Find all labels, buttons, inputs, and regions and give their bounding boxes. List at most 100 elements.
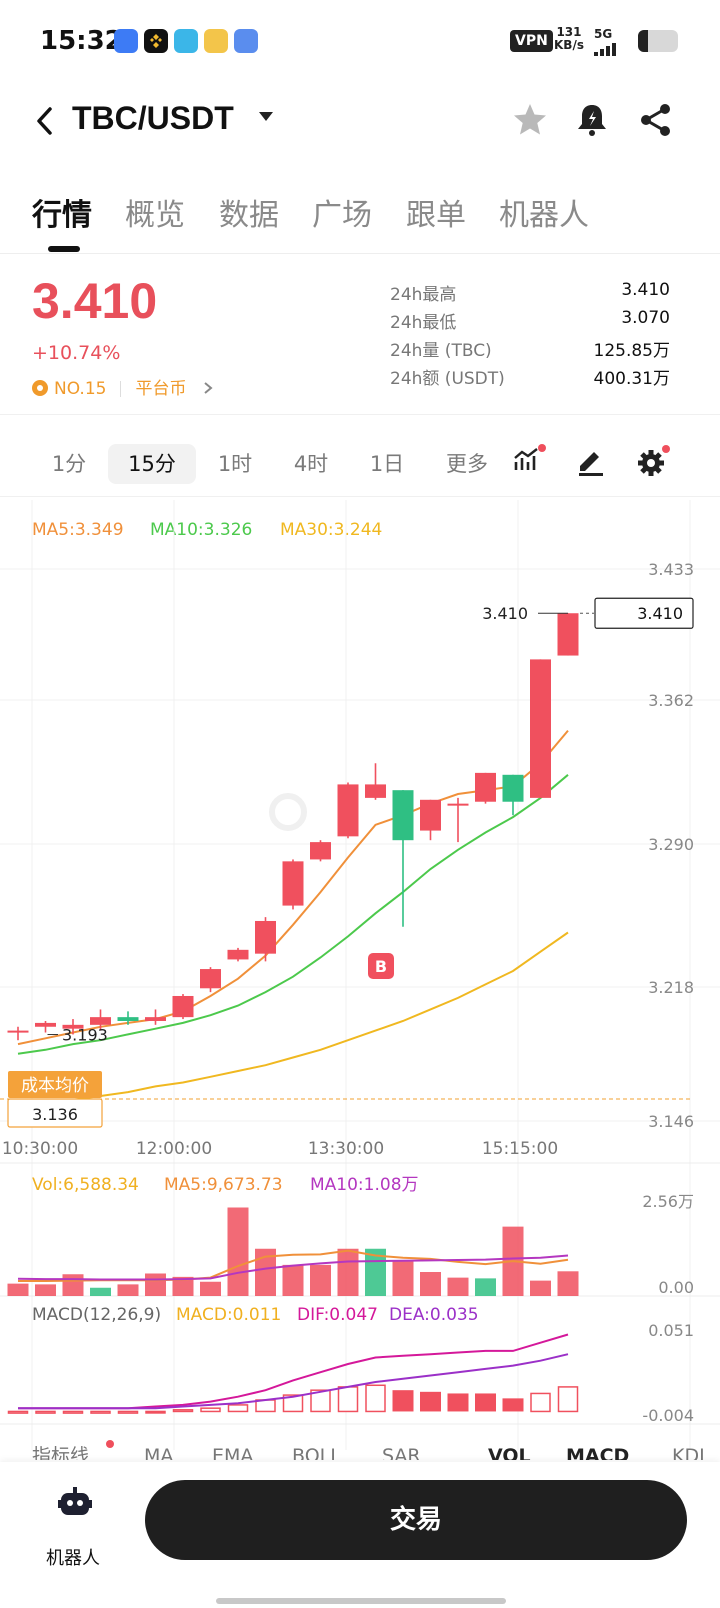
interval-4h[interactable]: 4时 bbox=[293, 452, 329, 476]
home-indicator[interactable] bbox=[216, 1598, 506, 1604]
share-icon[interactable] bbox=[636, 100, 676, 140]
signal-icon bbox=[594, 43, 616, 56]
y-tick-label: 3.433 bbox=[648, 560, 694, 579]
macd-bar bbox=[337, 1386, 359, 1413]
y-tick-label: 3.362 bbox=[648, 691, 694, 710]
macd-bar bbox=[420, 1391, 441, 1412]
stat-value-volume: 125.85万 bbox=[593, 341, 670, 361]
interval-1d[interactable]: 1日 bbox=[369, 452, 405, 476]
back-icon[interactable] bbox=[30, 104, 60, 138]
candle bbox=[392, 790, 414, 841]
battery-icon bbox=[638, 30, 678, 52]
interval-1m[interactable]: 1分 bbox=[51, 452, 87, 476]
stat-value-low: 3.070 bbox=[621, 308, 670, 328]
star-icon[interactable] bbox=[510, 100, 550, 140]
indicator-tab: 指标线 bbox=[32, 1445, 89, 1460]
status-time: 15:32 bbox=[40, 26, 123, 56]
draw-icon[interactable] bbox=[574, 444, 608, 478]
volume-bar bbox=[420, 1272, 441, 1296]
stat-label-high: 24h最高 bbox=[390, 285, 457, 305]
candle bbox=[447, 803, 469, 806]
buy-marker-text: B bbox=[375, 957, 387, 976]
dea-legend: DEA:0.035 bbox=[389, 1305, 479, 1325]
tab-data[interactable]: 数据 bbox=[219, 198, 279, 233]
candle bbox=[337, 784, 359, 837]
alert-bell-icon[interactable] bbox=[572, 100, 612, 140]
volume-bar bbox=[227, 1207, 249, 1296]
macd-bar bbox=[447, 1393, 469, 1412]
volume-bar bbox=[7, 1283, 29, 1296]
robot-label[interactable]: 机器人 bbox=[46, 1548, 100, 1569]
buy-marker bbox=[368, 953, 394, 979]
stat-value-high: 3.410 bbox=[621, 280, 670, 300]
vol-ma10-line bbox=[17, 1254, 569, 1281]
vol-ma10-legend: MA10:1.08万 bbox=[310, 1175, 419, 1195]
ma30-line bbox=[17, 931, 569, 1109]
macd-bar bbox=[530, 1392, 551, 1413]
cost-value: 3.136 bbox=[32, 1105, 78, 1124]
vpn-badge: VPN bbox=[510, 30, 553, 52]
trade-button[interactable]: 交易 bbox=[145, 1480, 687, 1560]
macd-bar bbox=[117, 1410, 139, 1414]
status-bar: 15:32 VPN 131 KB/s 5G bbox=[0, 0, 720, 84]
macd-bar bbox=[62, 1410, 84, 1414]
candle bbox=[200, 969, 221, 989]
bottom-bar: 机器人 交易 bbox=[0, 1462, 720, 1608]
tab-square[interactable]: 广场 bbox=[312, 198, 372, 233]
binance-app-icon bbox=[144, 29, 168, 53]
pair-title[interactable]: TBC/USDT bbox=[72, 100, 234, 136]
app-icon bbox=[174, 29, 198, 53]
robot-icon[interactable] bbox=[58, 1486, 92, 1520]
indicator-tab: MACD bbox=[566, 1445, 629, 1460]
macd-bar bbox=[227, 1404, 249, 1413]
rank-row[interactable]: NO.15 平台币 bbox=[32, 374, 214, 399]
indicator-tab: VOL bbox=[488, 1445, 531, 1460]
macd-bar bbox=[365, 1384, 386, 1413]
tab-overview[interactable]: 概览 bbox=[125, 198, 185, 233]
x-tick-label: 15:15:00 bbox=[482, 1139, 558, 1159]
candle bbox=[227, 949, 249, 960]
indicator-tab: SAR bbox=[382, 1445, 421, 1460]
interval-15m[interactable]: 15分 bbox=[108, 444, 196, 484]
macd-tick-label: -0.004 bbox=[642, 1406, 694, 1425]
volume-bar bbox=[392, 1261, 414, 1296]
macd-bar bbox=[392, 1390, 414, 1412]
rank-divider bbox=[120, 381, 122, 397]
watermark-logo bbox=[269, 793, 307, 831]
stat-label-amount: 24h额 (USDT) bbox=[390, 369, 505, 389]
last-price-tag bbox=[594, 597, 694, 629]
macd-bar bbox=[7, 1410, 29, 1414]
dea-line bbox=[18, 1353, 569, 1410]
kline-chart[interactable]: 3.410 3.410 3.193 B 成本均价 3.136 3.433 3.362 3.290… bbox=[0, 500, 720, 1460]
vol-legend: Vol:6,588.34 bbox=[32, 1175, 139, 1195]
interval-1h[interactable]: 1时 bbox=[217, 452, 253, 476]
ma10-legend: MA10:3.326 bbox=[150, 520, 253, 540]
chevron-right-icon bbox=[204, 382, 213, 394]
tab-market[interactable]: 行情 bbox=[32, 198, 92, 233]
volume-bar bbox=[145, 1273, 166, 1296]
notes-app-icon bbox=[114, 29, 138, 53]
macd-title: MACD(12,26,9) bbox=[32, 1305, 161, 1325]
indicator-tab: KDJ bbox=[672, 1445, 705, 1460]
volume-bar bbox=[62, 1274, 84, 1296]
macd-bar bbox=[282, 1394, 304, 1413]
tab-copy-trade[interactable]: 跟单 bbox=[406, 198, 466, 233]
candle bbox=[557, 613, 579, 656]
volume-bar bbox=[530, 1280, 551, 1296]
tab-robot[interactable]: 机器人 bbox=[499, 198, 589, 233]
settings-icon[interactable] bbox=[636, 444, 670, 478]
macd-bar bbox=[200, 1407, 221, 1413]
vol-tick-label: 2.56万 bbox=[642, 1192, 694, 1211]
indicator-icon[interactable] bbox=[512, 444, 546, 478]
volume-bar bbox=[35, 1284, 56, 1296]
volume-bar bbox=[475, 1278, 496, 1296]
macd-bar bbox=[90, 1410, 111, 1414]
macd-bar bbox=[35, 1410, 56, 1414]
dropdown-caret-icon[interactable] bbox=[258, 110, 274, 122]
indicator-tab: EMA bbox=[212, 1445, 253, 1460]
indicator-tab-dot bbox=[106, 1440, 114, 1448]
ma30-legend: MA30:3.244 bbox=[280, 520, 383, 540]
stat-label-volume: 24h量 (TBC) bbox=[390, 341, 492, 361]
candle bbox=[35, 1022, 56, 1027]
interval-more[interactable]: 更多 bbox=[446, 452, 488, 476]
